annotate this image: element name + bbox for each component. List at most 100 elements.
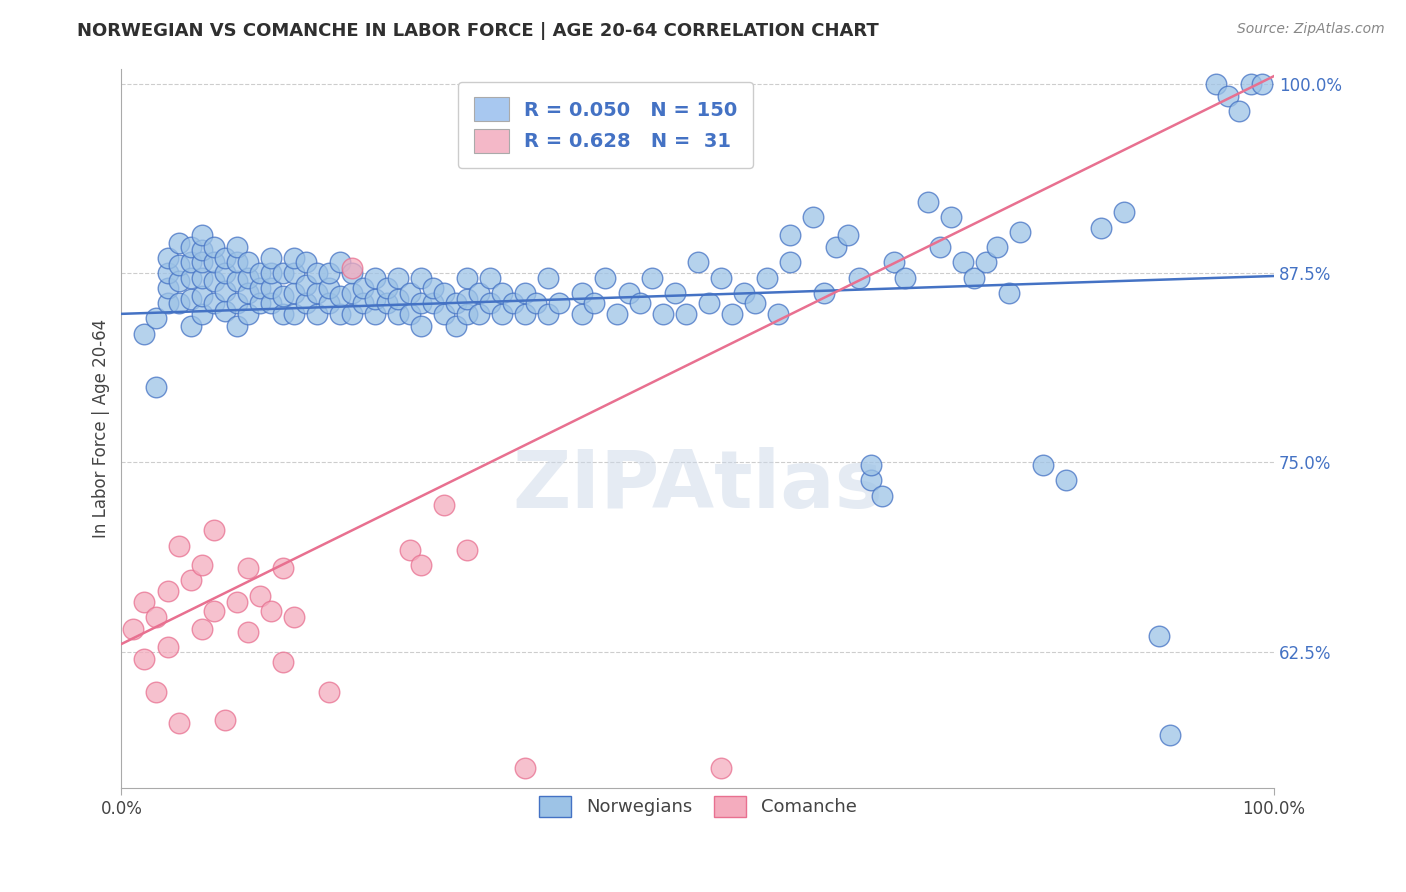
Point	[524, 296, 547, 310]
Text: NORWEGIAN VS COMANCHE IN LABOR FORCE | AGE 20-64 CORRELATION CHART: NORWEGIAN VS COMANCHE IN LABOR FORCE | A…	[77, 22, 879, 40]
Point	[513, 761, 536, 775]
Point	[307, 285, 329, 300]
Point	[225, 296, 247, 310]
Point	[156, 584, 179, 599]
Point	[467, 285, 489, 300]
Point	[710, 761, 733, 775]
Point	[238, 561, 260, 575]
Point	[952, 255, 974, 269]
Point	[479, 296, 502, 310]
Point	[156, 281, 179, 295]
Point	[249, 296, 271, 310]
Point	[986, 240, 1008, 254]
Point	[409, 270, 432, 285]
Point	[238, 270, 260, 285]
Point	[686, 255, 709, 269]
Point	[156, 640, 179, 654]
Point	[1147, 629, 1170, 643]
Point	[894, 270, 917, 285]
Point	[134, 326, 156, 341]
Legend: Norwegians, Comanche: Norwegians, Comanche	[530, 787, 866, 826]
Point	[307, 307, 329, 321]
Point	[202, 524, 225, 538]
Point	[191, 622, 214, 636]
Point	[191, 288, 214, 302]
Point	[409, 558, 432, 573]
Point	[260, 296, 283, 310]
Point	[238, 285, 260, 300]
Point	[710, 270, 733, 285]
Point	[1251, 77, 1274, 91]
Point	[433, 307, 456, 321]
Point	[214, 251, 236, 265]
Point	[825, 240, 848, 254]
Point	[364, 307, 387, 321]
Point	[883, 255, 905, 269]
Point	[180, 240, 202, 254]
Point	[329, 255, 352, 269]
Point	[191, 270, 214, 285]
Point	[225, 318, 247, 333]
Point	[606, 307, 628, 321]
Point	[433, 285, 456, 300]
Point	[1090, 220, 1112, 235]
Point	[697, 296, 720, 310]
Point	[848, 270, 870, 285]
Point	[214, 713, 236, 727]
Point	[167, 274, 190, 288]
Point	[340, 266, 363, 280]
Point	[456, 307, 478, 321]
Point	[733, 285, 755, 300]
Point	[156, 296, 179, 310]
Point	[156, 266, 179, 280]
Point	[167, 235, 190, 250]
Point	[422, 296, 444, 310]
Point	[283, 307, 305, 321]
Point	[145, 379, 167, 393]
Point	[502, 296, 524, 310]
Text: ZIPAtlas: ZIPAtlas	[512, 447, 883, 524]
Point	[318, 685, 340, 699]
Point	[191, 255, 214, 269]
Point	[1216, 88, 1239, 103]
Point	[180, 270, 202, 285]
Point	[479, 270, 502, 285]
Point	[675, 307, 697, 321]
Point	[167, 539, 190, 553]
Point	[387, 292, 409, 306]
Point	[307, 266, 329, 280]
Point	[409, 318, 432, 333]
Point	[249, 266, 271, 280]
Point	[318, 281, 340, 295]
Point	[433, 498, 456, 512]
Point	[813, 285, 835, 300]
Point	[156, 251, 179, 265]
Point	[353, 281, 375, 295]
Point	[387, 307, 409, 321]
Point	[963, 270, 986, 285]
Point	[260, 251, 283, 265]
Point	[456, 543, 478, 558]
Point	[398, 307, 420, 321]
Point	[249, 589, 271, 603]
Point	[652, 307, 675, 321]
Point	[582, 296, 605, 310]
Point	[537, 270, 560, 285]
Point	[167, 296, 190, 310]
Point	[779, 255, 801, 269]
Point	[214, 266, 236, 280]
Point	[617, 285, 640, 300]
Point	[167, 259, 190, 273]
Point	[122, 622, 145, 636]
Point	[145, 311, 167, 326]
Point	[191, 307, 214, 321]
Point	[456, 292, 478, 306]
Point	[340, 307, 363, 321]
Point	[225, 255, 247, 269]
Point	[513, 307, 536, 321]
Point	[260, 266, 283, 280]
Point	[238, 255, 260, 269]
Point	[191, 558, 214, 573]
Point	[779, 228, 801, 243]
Point	[941, 210, 963, 224]
